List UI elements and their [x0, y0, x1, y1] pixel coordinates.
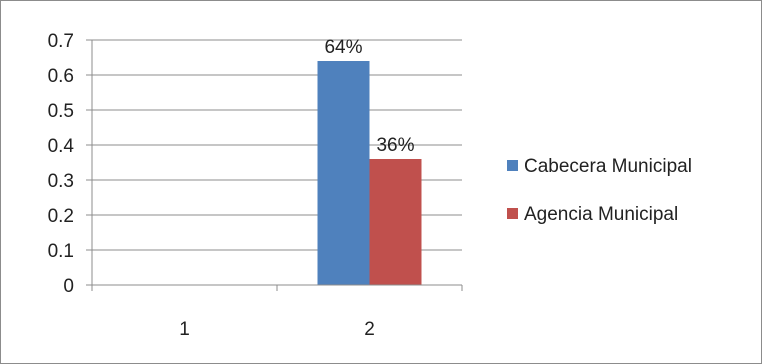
y-tick-label: 0.7	[48, 31, 74, 52]
data-label: 36%	[376, 135, 414, 156]
y-tick-label: 0.6	[48, 66, 74, 87]
y-tick-labels: 0 0.1 0.2 0.3 0.4 0.5 0.6 0.7	[48, 31, 75, 297]
y-tick-label: 0.5	[48, 101, 74, 122]
x-tick-label: 1	[179, 319, 190, 340]
bars	[317, 61, 422, 285]
legend-swatch	[507, 160, 518, 171]
data-labels: 64% 36%	[324, 37, 414, 156]
bar	[369, 159, 422, 285]
axes	[86, 39, 463, 291]
legend-label: Agencia Municipal	[524, 204, 678, 225]
y-tick-label: 0.1	[48, 241, 74, 262]
legend-label: Cabecera Municipal	[524, 156, 692, 177]
y-tick-label: 0.4	[48, 136, 75, 157]
y-tick-label: 0.2	[48, 206, 74, 227]
bar	[317, 61, 370, 285]
x-tick-label: 2	[364, 319, 375, 340]
y-tick-label: 0.3	[48, 171, 74, 192]
legend-swatch	[507, 208, 518, 219]
y-tick-label: 0	[63, 276, 74, 297]
legend: Cabecera Municipal Agencia Municipal	[507, 156, 692, 225]
data-label: 64%	[324, 37, 362, 58]
